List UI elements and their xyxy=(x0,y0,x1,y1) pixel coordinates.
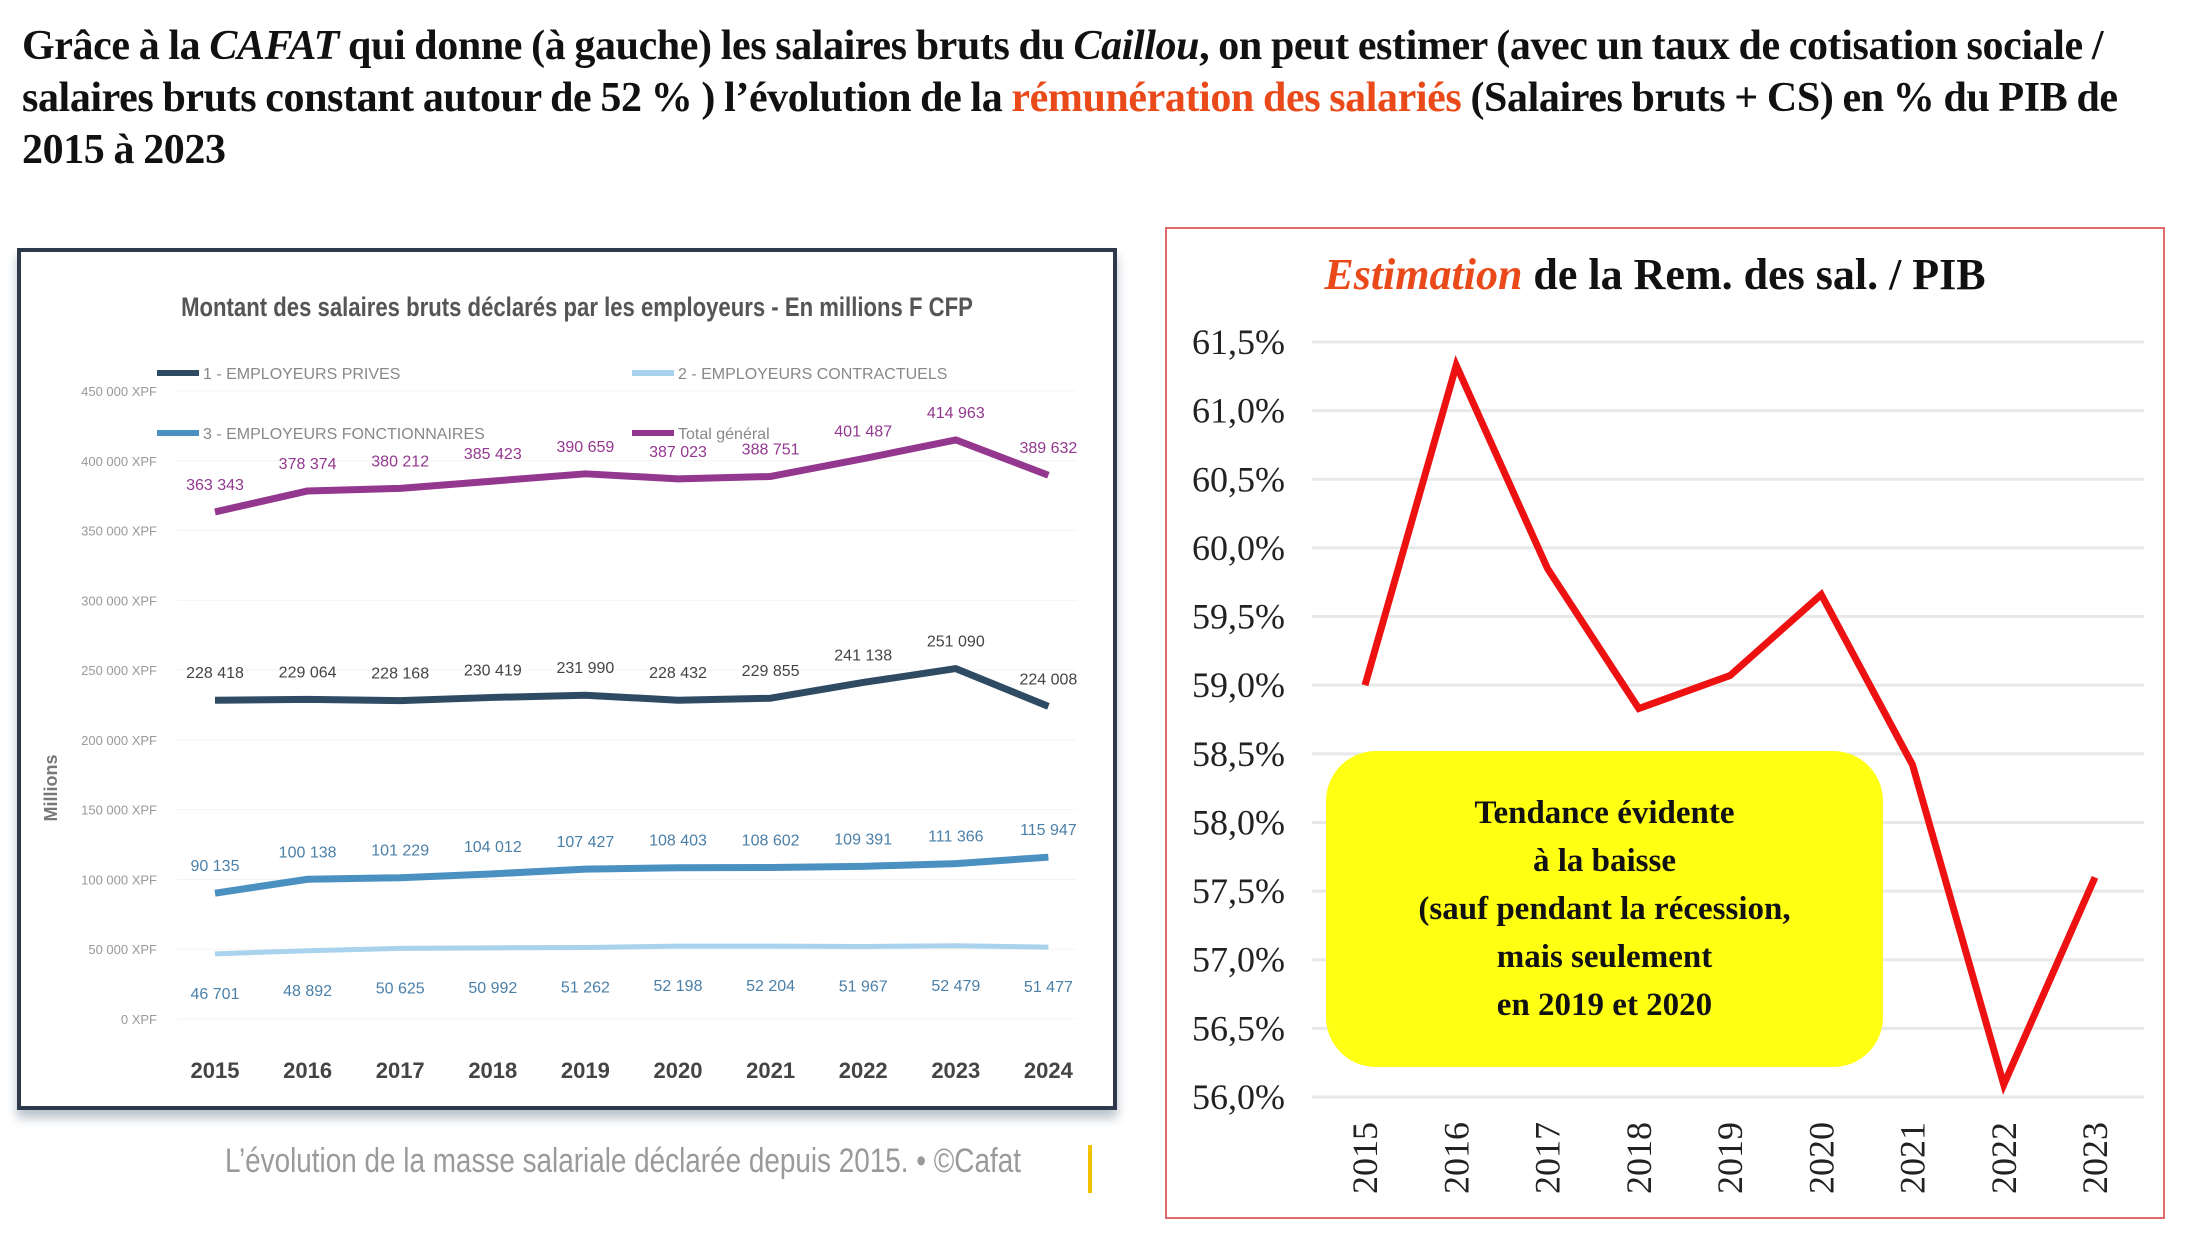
data-label: 108 602 xyxy=(742,832,800,849)
x-tick-label: 2017 xyxy=(376,1058,425,1083)
note-line: à la baisse xyxy=(1533,837,1676,885)
caption-accent-bar xyxy=(1088,1145,1092,1193)
y-tick-label: 300 000 XPF xyxy=(81,593,157,608)
legend-label: 1 - EMPLOYEURS PRIVES xyxy=(203,366,400,383)
y-tick-label: 450 000 XPF xyxy=(81,384,157,399)
y-tick-label: 200 000 XPF xyxy=(81,733,157,748)
x-tick-label: 2021 xyxy=(746,1058,795,1083)
headline-cafat: CAFAT xyxy=(209,23,339,69)
data-label: 52 198 xyxy=(654,978,703,995)
y-tick-label: 0 XPF xyxy=(121,1012,157,1027)
data-label: 224 008 xyxy=(1019,671,1077,688)
data-label: 52 204 xyxy=(746,978,795,995)
data-label: 231 990 xyxy=(556,660,614,677)
data-label: 230 419 xyxy=(464,662,522,679)
y-tick-label: 50 000 XPF xyxy=(88,942,157,957)
x-tick-label: 2022 xyxy=(839,1058,888,1083)
data-label: 229 855 xyxy=(742,663,800,680)
data-label: 363 343 xyxy=(186,477,244,494)
x-tick-label: 2020 xyxy=(654,1058,703,1083)
data-label: 390 659 xyxy=(556,439,614,456)
x-tick-label: 2015 xyxy=(191,1058,240,1083)
data-label: 229 064 xyxy=(279,664,337,681)
x-tick-label: 2024 xyxy=(1024,1058,1074,1083)
y-tick-label: 150 000 XPF xyxy=(81,803,157,818)
data-label: 388 751 xyxy=(742,441,800,458)
data-label: 50 625 xyxy=(376,980,425,997)
data-label: 378 374 xyxy=(279,456,337,473)
x-tick-label: 2016 xyxy=(283,1058,332,1083)
cafat-salary-chart: Montant des salaires bruts déclarés par … xyxy=(17,248,1117,1110)
data-label: 104 012 xyxy=(464,839,522,856)
data-label: 107 427 xyxy=(556,834,614,851)
trend-annotation: Tendance évidente à la baisse (sauf pend… xyxy=(1326,751,1883,1067)
x-tick-label: 2018 xyxy=(468,1058,517,1083)
note-line: (sauf pendant la récession, xyxy=(1418,885,1790,933)
headline: Grâce à la CAFAT qui donne (à gauche) le… xyxy=(22,20,2192,176)
data-label: 228 418 xyxy=(186,665,244,682)
data-label: 109 391 xyxy=(834,831,892,848)
data-label: 51 262 xyxy=(561,979,610,996)
data-label: 46 701 xyxy=(191,986,240,1003)
headline-caillou: Caillou xyxy=(1074,23,1200,69)
series-line xyxy=(215,857,1048,893)
data-label: 389 632 xyxy=(1019,440,1077,457)
data-label: 100 138 xyxy=(279,844,337,861)
y-tick-label: 350 000 XPF xyxy=(81,524,157,539)
data-label: 228 432 xyxy=(649,665,707,682)
data-label: 251 090 xyxy=(927,634,985,651)
headline-text: qui donne (à gauche) les salaires bruts … xyxy=(339,23,1074,69)
data-label: 111 366 xyxy=(928,829,984,846)
headline-highlight: rémunération des salariés xyxy=(1011,75,1461,121)
source-caption: L’évolution de la masse salariale déclar… xyxy=(225,1142,1021,1181)
x-tick-label: 2023 xyxy=(931,1058,980,1083)
note-line: Tendance évidente xyxy=(1474,789,1734,837)
y-tick-label: 250 000 XPF xyxy=(81,663,157,678)
data-label: 50 992 xyxy=(468,980,517,997)
data-label: 101 229 xyxy=(371,843,429,860)
data-label: 90 135 xyxy=(191,858,240,875)
data-label: 51 477 xyxy=(1024,979,1073,996)
data-label: 52 479 xyxy=(931,978,980,995)
data-label: 108 403 xyxy=(649,833,707,850)
data-label: 414 963 xyxy=(927,405,985,422)
y-tick-label: 400 000 XPF xyxy=(81,454,157,469)
chart-title: Montant des salaires bruts déclarés par … xyxy=(181,293,973,323)
headline-text: Grâce à la xyxy=(22,23,209,69)
data-label: 380 212 xyxy=(371,453,429,470)
x-tick-label: 2019 xyxy=(561,1058,610,1083)
estimation-chart-panel xyxy=(1165,227,2165,1219)
series-line xyxy=(215,946,1048,954)
data-label: 385 423 xyxy=(464,446,522,463)
data-label: 115 947 xyxy=(1020,822,1077,839)
data-label: 401 487 xyxy=(834,424,892,441)
data-label: 241 138 xyxy=(834,647,892,664)
note-line: mais seulement xyxy=(1497,933,1712,981)
series-line xyxy=(215,669,1048,707)
legend-label: 3 - EMPLOYEURS FONCTIONNAIRES xyxy=(203,426,485,443)
data-label: 228 168 xyxy=(371,666,429,683)
note-line: en 2019 et 2020 xyxy=(1497,981,1712,1029)
legend-label: Total général xyxy=(678,426,770,443)
data-label: 387 023 xyxy=(649,444,707,461)
data-label: 48 892 xyxy=(283,983,332,1000)
legend-label: 2 - EMPLOYEURS CONTRACTUELS xyxy=(678,366,947,383)
y-axis-label: Millions xyxy=(41,755,61,822)
series-line xyxy=(215,440,1048,512)
data-label: 51 967 xyxy=(839,978,888,995)
y-tick-label: 100 000 XPF xyxy=(81,872,157,887)
